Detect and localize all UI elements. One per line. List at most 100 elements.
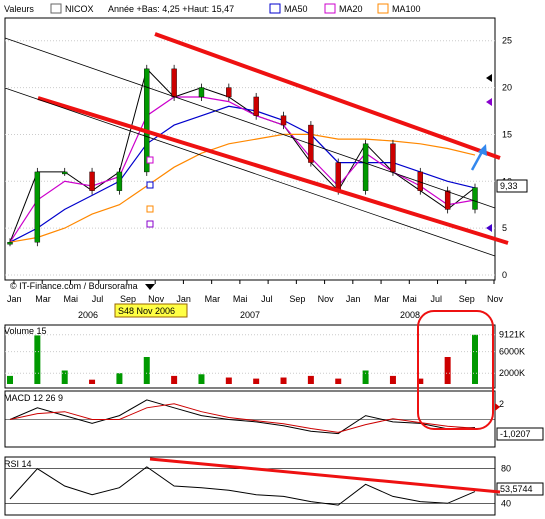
valeurs-label: Valeurs xyxy=(4,4,34,14)
upper-channel-line xyxy=(4,37,496,209)
ma20-checkbox[interactable] xyxy=(324,3,336,14)
ticker-label: NICOX xyxy=(65,4,94,14)
price-last-box xyxy=(496,179,528,193)
macd-axis: 2 -1,0207 xyxy=(496,399,544,441)
volume-bar xyxy=(61,370,68,384)
volume-tick-label: 6000K xyxy=(499,347,525,357)
candle-body xyxy=(472,187,478,210)
lower-channel-line xyxy=(4,87,496,257)
rsi-trendline xyxy=(149,457,501,494)
x-tick-label: Mar xyxy=(35,294,51,304)
ma100-checkbox[interactable] xyxy=(377,3,389,14)
volume-bar xyxy=(335,378,342,384)
candle-body xyxy=(253,96,259,116)
ma50-checkbox[interactable] xyxy=(269,3,281,14)
marker-indigo-icon xyxy=(486,224,492,232)
x-tick-label: Mar xyxy=(374,294,390,304)
volume-panel xyxy=(4,324,496,389)
ma100-line xyxy=(9,133,476,243)
marker-purple-icon xyxy=(486,98,492,106)
side-markers xyxy=(146,74,500,411)
ma50-point-icon xyxy=(146,181,154,189)
volume-axis: 9121K 6000K 2000K xyxy=(5,330,525,378)
price-tick-label: 15 xyxy=(502,129,512,139)
candle-body xyxy=(280,115,287,126)
week-marker: S48 Nov 2006 xyxy=(118,306,175,316)
candle-body xyxy=(89,171,95,191)
candle-body xyxy=(335,162,341,191)
year-label: 2007 xyxy=(240,310,260,320)
x-tick-label: Nov xyxy=(148,294,165,304)
macd-title: MACD 12 26 9 xyxy=(4,393,63,403)
chart-header: Valeurs NICOX Année +Bas: 4,25 +Haut: 15… xyxy=(4,3,421,14)
volume-bar xyxy=(171,375,178,384)
ticker-checkbox[interactable] xyxy=(50,3,62,14)
year-label: 2006 xyxy=(78,310,98,320)
x-tick-label: Jan xyxy=(176,294,191,304)
rsi-last-label: 53,5744 xyxy=(500,484,533,494)
candle-body xyxy=(226,87,232,98)
x-tick-label: Jul xyxy=(431,294,443,304)
volume-title: Volume 15 xyxy=(4,326,47,336)
volume-tick-label: 9121K xyxy=(499,330,525,340)
volume-bar xyxy=(198,374,205,384)
x-tick-label: Jan xyxy=(7,294,22,304)
macd-last-box xyxy=(496,427,544,441)
x-tick-label: Mai xyxy=(402,294,417,304)
candle-body xyxy=(116,171,123,191)
volume-bar xyxy=(143,357,150,384)
lower-trendline xyxy=(37,96,509,245)
x-tick-label: Jul xyxy=(261,294,273,304)
candle-body xyxy=(444,190,451,210)
candle-body xyxy=(171,68,177,98)
volume-bar xyxy=(253,378,260,384)
volume-bar xyxy=(307,375,314,384)
price-line xyxy=(9,67,476,243)
marker-black-icon xyxy=(486,74,492,82)
macd-panel xyxy=(4,390,496,448)
x-tick-label: Sep xyxy=(289,294,305,304)
rsi-tick-label: 40 xyxy=(501,498,511,508)
highlight-box xyxy=(417,310,494,430)
x-tick-label: Mar xyxy=(205,294,221,304)
volume-bar xyxy=(7,375,13,384)
x-axis: Jan Mar Mai Jul Sep Nov Jan Mar Mai Jul Sep Nov Jan M… xyxy=(7,280,504,320)
macd-signal-line xyxy=(9,403,476,433)
macd-line xyxy=(9,399,476,435)
ma20-point-icon xyxy=(146,156,154,164)
source-dropdown-icon[interactable] xyxy=(145,284,155,290)
price-tick-label: 5 xyxy=(502,223,507,233)
volume-bar xyxy=(444,357,451,384)
volume-bar xyxy=(225,377,232,384)
source-text: © IT-Finance.com / Boursorama xyxy=(10,281,138,291)
candlesticks xyxy=(7,64,478,247)
macd-last-label: -1,0207 xyxy=(500,429,531,439)
candle-body xyxy=(390,143,396,173)
ma50-label: MA50 xyxy=(284,4,308,14)
candle-body xyxy=(144,68,150,173)
rsi-axis: 80 53,5744 40 xyxy=(496,464,544,508)
year-label: 2008 xyxy=(400,310,420,320)
x-tick-label: Mai xyxy=(233,294,248,304)
rsi-panel xyxy=(4,456,496,516)
x-tick-label: Mai xyxy=(63,294,78,304)
ma100-label: MA100 xyxy=(392,4,421,14)
volume-bar xyxy=(362,370,369,384)
macd-tick-label: 2 xyxy=(499,399,504,409)
rsi-title: RSI 14 xyxy=(4,459,32,469)
annotations xyxy=(4,32,509,494)
week-marker-box xyxy=(114,303,188,318)
range-text: Année +Bas: 4,25 +Haut: 15,47 xyxy=(108,4,234,14)
x-tick-label: Nov xyxy=(487,294,504,304)
price-tick-label: 25 xyxy=(502,36,512,46)
candle-body xyxy=(34,171,41,243)
volume-bar xyxy=(280,377,287,384)
x-tick-label: Jul xyxy=(92,294,104,304)
candle-body xyxy=(198,87,205,98)
macd-marker-icon xyxy=(495,403,500,411)
candle-body xyxy=(362,143,369,191)
macd-lines xyxy=(5,399,495,435)
x-tick-label: Sep xyxy=(120,294,136,304)
volume-bar xyxy=(389,375,396,384)
candle-body xyxy=(7,242,13,245)
